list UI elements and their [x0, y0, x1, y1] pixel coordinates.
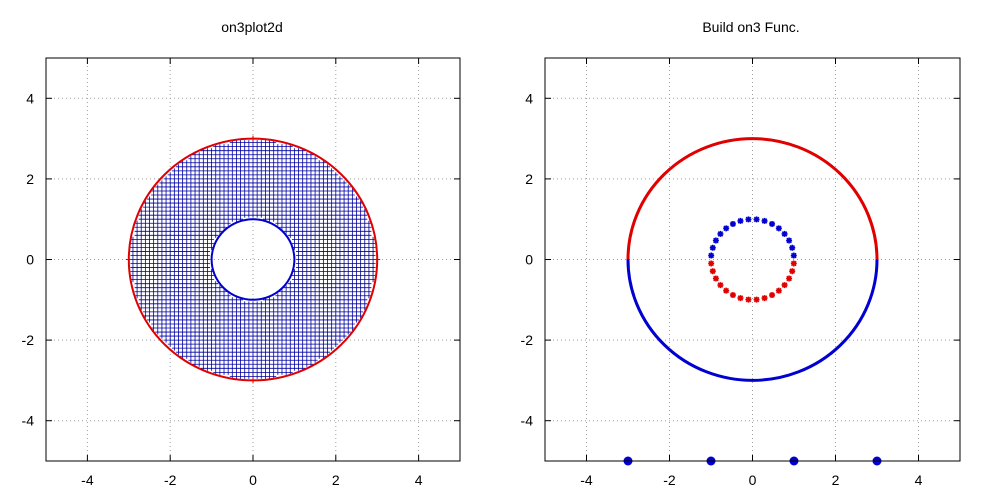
inner-star-upper	[717, 230, 724, 237]
boundary-marker	[374, 256, 381, 263]
left-tick-labels: -4 -2 0 2 4 4 2 0 -2 -4	[22, 58, 460, 488]
x-tick-label: 0	[249, 472, 257, 488]
y-tick-label: -2	[521, 332, 534, 348]
inner-star-upper	[709, 244, 716, 251]
inner-star-lower	[786, 275, 793, 282]
inner-star-upper	[761, 217, 768, 224]
inner-star-upper	[775, 225, 782, 232]
x-tick-label: 0	[749, 472, 757, 488]
x-tick-label: 2	[332, 472, 340, 488]
inner-star-upper	[712, 237, 719, 244]
inner-star-lower	[708, 260, 715, 267]
right-tick-labels: -4 -2 0 2 4 4 2 0 -2 -4	[521, 58, 960, 488]
inner-star-upper	[790, 252, 797, 259]
y-tick-label: 2	[525, 171, 533, 187]
inner-star-lower	[723, 287, 730, 294]
inner-star-upper	[737, 217, 744, 224]
left-plot-area	[125, 135, 381, 384]
inner-star-upper	[708, 252, 715, 259]
inner-star-upper	[753, 216, 760, 223]
boundary-marker	[125, 256, 132, 263]
mesh-plus-markers	[130, 140, 376, 379]
right-chart-title: Build on3 Func.	[702, 19, 799, 35]
x-tick-label: 4	[415, 472, 423, 488]
y-tick-label: 2	[26, 171, 34, 187]
y-tick-label: -4	[521, 413, 534, 429]
inner-star-lower	[781, 282, 788, 289]
inner-star-upper	[786, 237, 793, 244]
left-panel: on3plot2d -4 -2 0 2 4 4 2 0 -2 -4	[22, 19, 461, 488]
right-plot-area	[623, 137, 882, 466]
inner-star-lower	[717, 282, 724, 289]
inner-star-upper	[789, 244, 796, 251]
x-tick-label: -4	[81, 472, 94, 488]
inner-star-upper	[781, 230, 788, 237]
y-tick-label: -2	[22, 332, 35, 348]
boundary-marker	[250, 135, 256, 142]
inner-star-lower	[729, 292, 736, 299]
x-tick-label: 4	[915, 472, 923, 488]
inner-star-lower	[709, 268, 716, 275]
x-tick-label: -2	[164, 472, 177, 488]
inner-star-upper	[769, 220, 776, 227]
x-tick-label: -2	[663, 472, 676, 488]
inner-star-lower	[737, 295, 744, 302]
x-tick-label: -4	[580, 472, 593, 488]
inner-star-lower	[769, 292, 776, 299]
right-panel: Build on3 Func. -4 -2 0 2 4 4 2 0 -2 -4	[521, 19, 961, 488]
inner-star-lower	[761, 295, 768, 302]
left-chart-title: on3plot2d	[221, 19, 283, 35]
y-tick-label: 4	[26, 90, 34, 106]
inner-star-lower	[753, 296, 760, 303]
inner-star-upper	[723, 225, 730, 232]
inner-star-upper	[729, 220, 736, 227]
y-tick-label: 4	[525, 90, 533, 106]
outer-arc-lower	[626, 259, 879, 382]
inner-boundary-circle	[210, 218, 296, 301]
inner-star-lower	[745, 296, 752, 303]
y-tick-label: 0	[525, 252, 533, 268]
inner-star-lower	[790, 260, 797, 267]
boundary-marker	[250, 377, 256, 384]
y-tick-label: -4	[22, 413, 35, 429]
outer-arc-upper	[626, 137, 879, 260]
inner-star-lower	[789, 268, 796, 275]
x-tick-label: 2	[832, 472, 840, 488]
inner-star-lower	[712, 275, 719, 282]
left-grid	[46, 58, 460, 461]
inner-star-lower	[775, 287, 782, 294]
y-tick-label: 0	[26, 252, 34, 268]
right-grid	[545, 58, 960, 461]
inner-star-upper	[745, 216, 752, 223]
